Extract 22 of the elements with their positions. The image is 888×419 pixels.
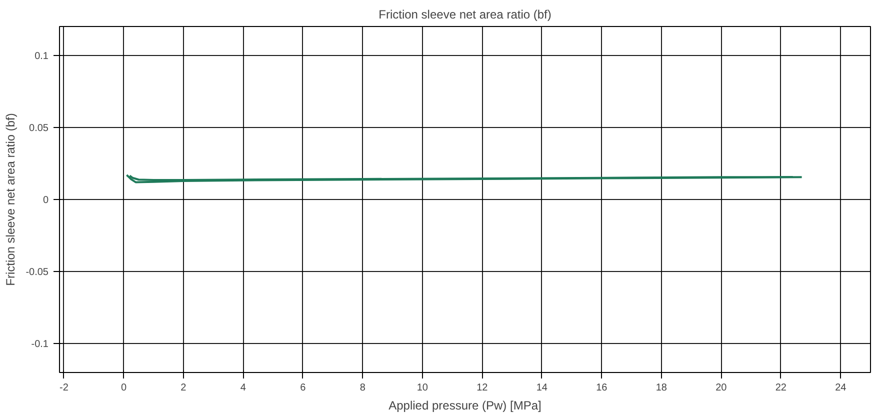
x-tick-label: 22 [775,382,787,394]
x-tick-label: 6 [300,382,306,394]
x-tick-label: -2 [60,382,69,394]
x-tick-label: 20 [716,382,728,394]
x-tick-label: 4 [240,382,246,394]
chart-title: Friction sleeve net area ratio (bf) [378,8,552,22]
x-tick-label: 16 [596,382,608,394]
x-tick-label: 8 [360,382,366,394]
x-axis-title: Applied pressure (Pw) [MPa] [388,398,542,412]
y-tick-label: -0.1 [31,339,49,350]
x-tick-label: 12 [476,382,488,394]
x-tick-label: 24 [835,382,847,394]
x-tick-label: 14 [536,382,548,394]
y-tick-label: -0.05 [26,267,49,278]
y-tick-label: 0 [42,195,49,206]
y-tick-label: 0.05 [29,122,49,134]
x-tick-label: 18 [656,382,668,394]
y-axis-title: Friction sleeve net area ratio (bf) [4,113,18,286]
x-tick-label: 2 [180,382,187,394]
x-tick-label: 10 [416,382,428,394]
x-tick-label: 0 [120,382,127,394]
y-tick-label: 0.1 [34,50,49,62]
